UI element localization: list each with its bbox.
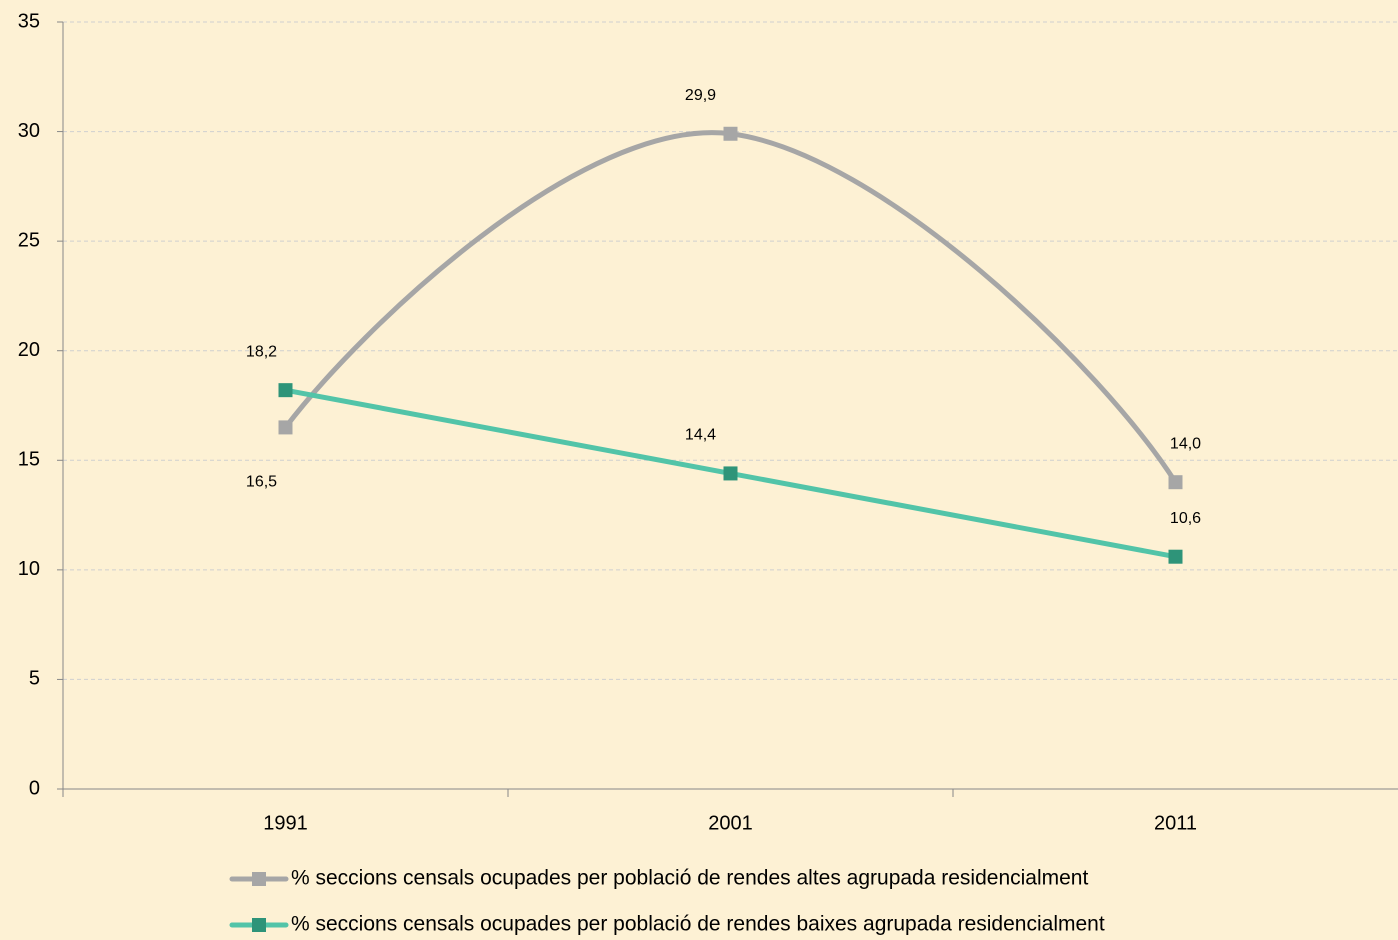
y-tick-label: 20: [18, 339, 40, 361]
x-tick-label: 1991: [263, 812, 308, 834]
y-tick-label: 35: [18, 10, 40, 32]
x-tick-label: 2001: [708, 812, 753, 834]
data-label: 14,0: [1170, 435, 1201, 452]
x-tick-label: 2011: [1154, 812, 1197, 834]
y-tick-label: 15: [18, 449, 40, 471]
marker: [1168, 549, 1183, 564]
data-label: 10,6: [1170, 510, 1201, 527]
y-tick-label: 30: [18, 120, 40, 142]
marker: [278, 383, 293, 398]
y-tick-label: 25: [18, 229, 40, 251]
marker: [723, 466, 738, 481]
legend-label: % seccions censals ocupades per població…: [291, 913, 1105, 936]
data-label: 29,9: [685, 87, 716, 104]
marker: [1168, 475, 1183, 490]
data-label: 18,2: [246, 343, 277, 360]
y-tick-label: 0: [29, 777, 40, 799]
y-tick-label: 5: [29, 668, 40, 690]
y-tick-label: 10: [18, 558, 40, 580]
series-line: [283, 130, 1178, 485]
legend-marker: [252, 872, 266, 886]
data-label: 16,5: [246, 474, 277, 491]
legend-marker: [252, 918, 266, 932]
data-label: 14,4: [685, 427, 716, 444]
legend-label: % seccions censals ocupades per població…: [291, 867, 1088, 890]
marker: [723, 126, 738, 141]
marker: [278, 420, 293, 435]
